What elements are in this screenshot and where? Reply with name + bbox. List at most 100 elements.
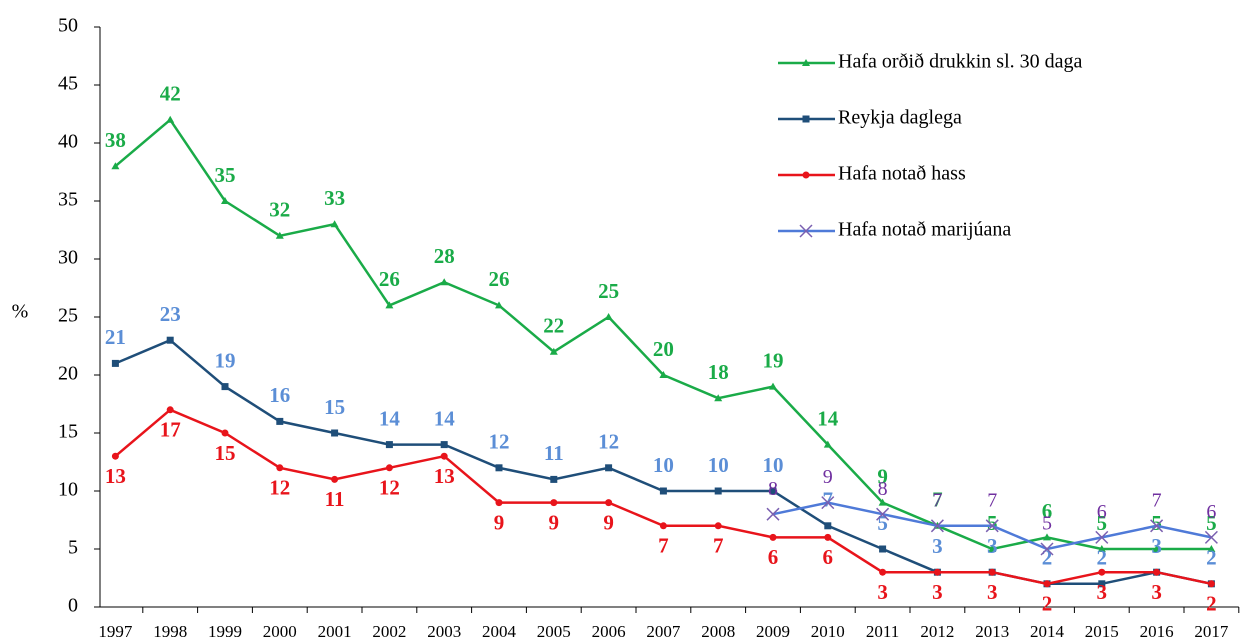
x-tick-label: 2015: [1085, 622, 1119, 641]
data-point: [714, 522, 722, 530]
data-label: 9: [549, 510, 560, 534]
data-label: 7: [987, 489, 997, 511]
data-label: 38: [105, 128, 126, 152]
data-point: [495, 301, 503, 309]
data-label: 3: [877, 580, 888, 604]
x-tick-label: 1999: [208, 622, 242, 641]
data-label: 9: [877, 464, 888, 488]
x-tick-label: 2014: [1030, 622, 1065, 641]
data-label: 3: [1151, 534, 1162, 558]
data-label: 3: [932, 534, 943, 558]
data-label: 2: [1206, 592, 1217, 616]
data-label: 11: [544, 441, 564, 465]
data-point: [1097, 545, 1106, 552]
data-label: 5: [1097, 511, 1108, 535]
data-label: 7: [823, 488, 834, 512]
data-label: 7: [932, 489, 942, 511]
y-tick-label: 25: [58, 305, 78, 327]
data-label: 10: [763, 453, 784, 477]
data-point: [385, 464, 393, 472]
data-point: [824, 522, 832, 530]
data-label: 22: [543, 314, 564, 338]
data-label: 14: [379, 406, 401, 430]
data-label: 14: [817, 406, 839, 430]
data-label: 5: [877, 511, 888, 535]
data-label: 7: [932, 488, 943, 512]
data-label: 35: [215, 163, 236, 187]
data-point: [714, 394, 723, 402]
data-point: [879, 568, 887, 576]
data-label: 5: [1151, 511, 1162, 535]
data-point: [275, 231, 284, 239]
data-point: [166, 406, 174, 414]
x-tick-label: 2000: [263, 622, 297, 641]
data-point: [823, 440, 832, 448]
data-label: 8: [768, 478, 778, 500]
legend-marker: [802, 115, 810, 123]
data-point: [1153, 568, 1161, 576]
data-label: 19: [763, 348, 784, 372]
data-label: 18: [708, 360, 729, 384]
data-label: 26: [489, 267, 510, 291]
data-label: 2: [1042, 592, 1053, 616]
x-tick-label: 2006: [592, 622, 626, 641]
data-label: 2: [1097, 546, 1108, 570]
data-point: [549, 347, 558, 355]
data-point: [1095, 530, 1109, 544]
data-point: [659, 371, 668, 378]
data-point: [766, 507, 780, 521]
data-label: 25: [598, 279, 619, 303]
data-point: [985, 519, 999, 533]
data-point: [1043, 580, 1051, 588]
data-point: [605, 464, 613, 472]
data-label: 12: [379, 476, 400, 500]
legend-label: Hafa notað marijúana: [838, 219, 1011, 241]
data-point: [221, 383, 229, 391]
x-tick-label: 2010: [811, 622, 845, 641]
y-tick-label: 20: [58, 363, 78, 385]
data-label: 20: [653, 337, 674, 361]
data-label: 11: [325, 487, 345, 511]
data-point: [440, 441, 448, 449]
data-point: [166, 336, 174, 344]
x-tick-label: 2003: [427, 622, 461, 641]
y-tick-label: 0: [68, 595, 78, 617]
y-tick-label: 5: [68, 537, 78, 559]
data-point: [604, 313, 613, 320]
data-point: [385, 301, 394, 309]
data-label: 9: [823, 466, 833, 488]
data-point: [440, 278, 449, 286]
data-point: [1098, 568, 1106, 576]
data-point: [769, 382, 777, 390]
y-tick-label: 30: [58, 247, 78, 269]
x-tick-label: 2007: [646, 622, 681, 641]
data-label: 13: [105, 464, 126, 488]
data-point: [1150, 519, 1164, 533]
x-tick-label: 2013: [975, 622, 1009, 641]
data-point: [933, 568, 941, 576]
data-point: [1098, 580, 1106, 588]
data-label: 2: [1206, 546, 1217, 570]
data-point: [821, 496, 835, 510]
data-point: [111, 452, 119, 460]
data-point: [276, 464, 284, 472]
data-label: 6: [768, 545, 779, 569]
data-point: [495, 499, 503, 507]
data-label: 7: [713, 534, 724, 558]
data-label: 3: [1097, 580, 1108, 604]
data-label: 9: [603, 510, 614, 534]
data-point: [605, 499, 613, 507]
legend-marker: [802, 59, 810, 66]
data-point: [221, 429, 229, 437]
data-point: [331, 475, 339, 483]
data-point: [988, 545, 997, 552]
y-tick-label: 40: [58, 131, 78, 153]
data-point: [550, 475, 558, 483]
data-label: 12: [598, 430, 619, 454]
data-label: 23: [160, 302, 181, 326]
data-label: 12: [489, 430, 510, 454]
data-point: [111, 359, 119, 367]
data-point: [440, 452, 448, 460]
